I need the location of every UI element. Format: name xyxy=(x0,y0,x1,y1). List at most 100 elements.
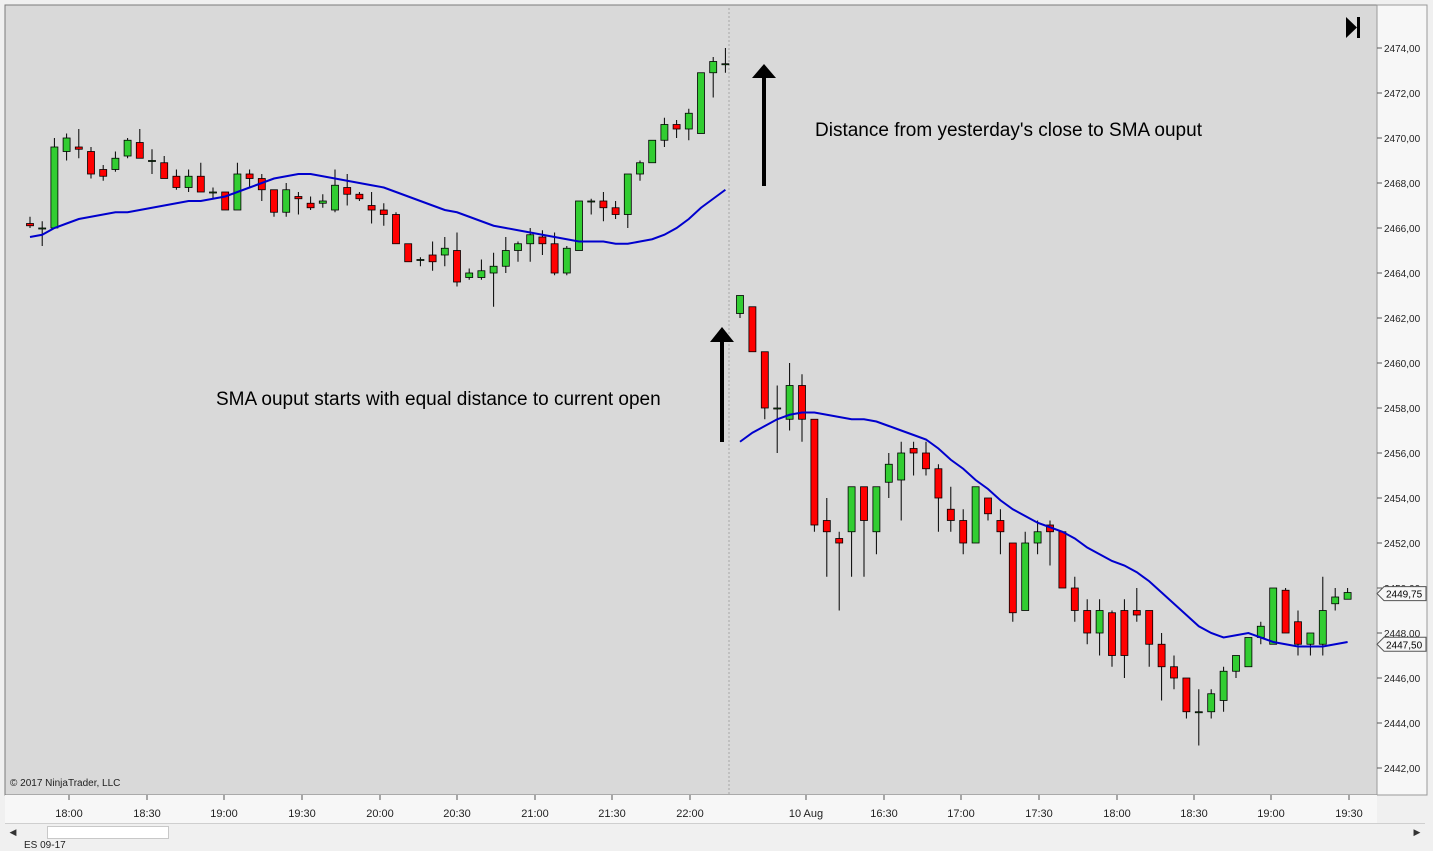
x-tick-label: 21:00 xyxy=(521,808,549,820)
session1-candle xyxy=(221,191,230,211)
session1-candle xyxy=(355,192,364,201)
session1-candle xyxy=(196,162,205,193)
session1-candle xyxy=(611,201,620,219)
y-tick-label: 2468,00 xyxy=(1384,179,1421,190)
session2-candle xyxy=(1021,531,1030,611)
x-tick-label: 18:00 xyxy=(1103,808,1131,820)
scrollbar-thumb[interactable] xyxy=(47,826,169,839)
x-tick-label: 17:30 xyxy=(1025,808,1053,820)
session1-candle xyxy=(672,120,681,138)
session2-sma-line xyxy=(739,411,1348,648)
x-tick-label: 21:30 xyxy=(598,808,626,820)
y-tick-label: 2444,00 xyxy=(1384,719,1421,730)
instrument-tab[interactable]: ES 09-17 xyxy=(24,840,66,851)
scroll-left-icon[interactable]: ◀ xyxy=(9,827,17,837)
plot-area[interactable] xyxy=(4,4,1378,796)
annotation-bottom: SMA ouput starts with equal distance to … xyxy=(216,389,661,410)
arrow-up-top xyxy=(752,64,776,186)
x-tick-label: 19:30 xyxy=(1335,808,1363,820)
x-tick-label: 20:30 xyxy=(443,808,471,820)
session2-candle xyxy=(1207,689,1216,719)
session1-candle xyxy=(623,173,632,228)
arrow-up-bottom xyxy=(710,327,734,442)
sma-lines xyxy=(29,173,1348,648)
session1-candle xyxy=(489,252,498,307)
y-tick-label: 2456,00 xyxy=(1384,449,1421,460)
price-chart: 2474,00 2472,00 2470,00 2468,00 2466,00 2464,… xyxy=(4,4,1428,823)
session1-candle xyxy=(709,57,718,98)
session2-candle xyxy=(1157,633,1166,701)
price-marker: 2447,50 xyxy=(1376,636,1427,652)
price-marker: 2449,75 xyxy=(1376,586,1427,602)
session2-candle xyxy=(1269,587,1278,645)
y-tick-label: 2458,00 xyxy=(1384,404,1421,415)
y-tick-label: 2464,00 xyxy=(1384,269,1421,280)
price-axis[interactable] xyxy=(1376,4,1428,796)
scroll-right-icon[interactable]: ▶ xyxy=(1413,827,1421,837)
session1-candle xyxy=(87,147,95,179)
session1-candle xyxy=(50,138,59,229)
time-axis[interactable] xyxy=(5,795,1377,823)
session1-candle xyxy=(587,198,596,215)
session1-candle xyxy=(245,169,254,188)
session1-candle xyxy=(331,169,339,213)
session1-candle xyxy=(562,246,571,276)
session2-candle xyxy=(1232,655,1240,678)
session2-candle xyxy=(847,486,856,577)
y-tick-label: 2472,00 xyxy=(1384,89,1421,100)
session2-candle xyxy=(1244,637,1253,668)
session2-candle xyxy=(1145,610,1154,667)
session2-candle xyxy=(884,453,893,498)
session2-candle xyxy=(1318,576,1327,656)
session2-candle xyxy=(1070,576,1079,622)
session2-candle xyxy=(971,486,980,544)
session1-candle xyxy=(294,192,303,215)
session1-candle xyxy=(428,241,437,271)
session2-candle xyxy=(822,498,831,577)
session2-candle xyxy=(1058,531,1067,589)
session1-candle xyxy=(306,196,315,210)
session1-candle xyxy=(684,108,693,141)
session2-candle xyxy=(1219,666,1228,712)
session1-candle xyxy=(282,183,291,217)
session2-candle xyxy=(1294,610,1302,656)
session2-candle xyxy=(810,418,819,532)
session1-candle xyxy=(697,72,705,134)
session2-candle xyxy=(1033,520,1042,555)
session2-candle xyxy=(909,441,918,476)
session1-candle xyxy=(111,151,120,172)
session1-candle xyxy=(62,133,71,161)
session2-candle xyxy=(1120,599,1129,678)
session1-candle xyxy=(575,200,583,251)
session2-candle xyxy=(1306,632,1315,656)
session1-candle xyxy=(477,259,486,280)
horizontal-scrollbar[interactable]: ◀ ▶ xyxy=(5,823,1425,841)
x-tick-label: 10 Aug xyxy=(789,808,823,820)
session1-candle xyxy=(453,232,461,287)
annotation-top: Distance from yesterday's close to SMA o… xyxy=(815,120,1203,141)
session2-candle xyxy=(736,295,744,318)
session1-candle xyxy=(636,160,644,181)
session1-candle xyxy=(648,139,657,164)
y-tick-label: 2446,00 xyxy=(1384,674,1421,685)
session2-candle xyxy=(748,306,757,353)
session2-candle xyxy=(1095,599,1104,656)
price-marker-label: 2449,75 xyxy=(1386,590,1423,601)
scroll-to-end-icon[interactable] xyxy=(1346,17,1360,38)
y-tick-label: 2462,00 xyxy=(1384,314,1421,325)
session2-candle xyxy=(1108,610,1116,667)
x-tick-label: 17:00 xyxy=(947,808,975,820)
session1-candle xyxy=(599,192,608,222)
session1-candle xyxy=(318,194,327,208)
session1-candle xyxy=(550,232,559,276)
session2-candle xyxy=(1182,677,1191,719)
y-tick-label: 2460,00 xyxy=(1384,359,1421,370)
session2-candle xyxy=(798,374,806,442)
session1-candle xyxy=(172,169,181,190)
session2-candle xyxy=(996,509,1005,555)
session2-candle xyxy=(835,531,844,611)
session1-sma-line xyxy=(29,173,726,245)
y-tick-label: 2470,00 xyxy=(1384,134,1421,145)
session1-candle xyxy=(416,257,425,267)
y-tick-label: 2474,00 xyxy=(1384,44,1421,55)
